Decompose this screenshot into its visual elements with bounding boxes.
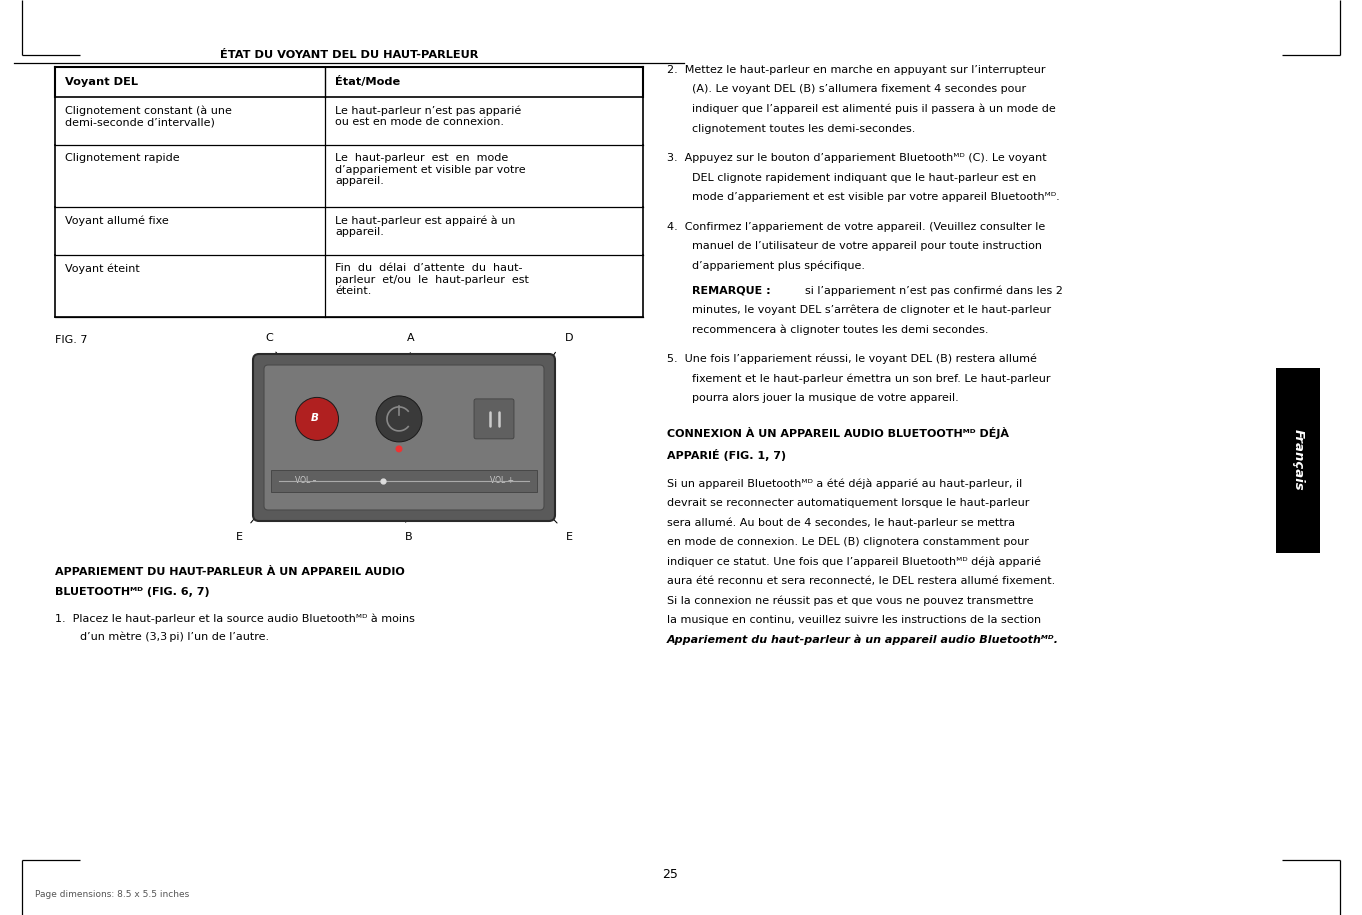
Text: E: E (565, 532, 572, 542)
Text: recommencera à clignoter toutes les demi secondes.: recommencera à clignoter toutes les demi… (692, 324, 989, 335)
Text: 3.  Appuyez sur le bouton d’appariement Bluetoothᴹᴰ (C). Le voyant: 3. Appuyez sur le bouton d’appariement B… (667, 153, 1046, 163)
Circle shape (395, 446, 403, 452)
Text: État/Mode: État/Mode (335, 77, 400, 88)
FancyBboxPatch shape (264, 365, 543, 510)
Text: 25: 25 (662, 868, 678, 881)
Text: 4.  Confirmez l’appariement de votre appareil. (Veuillez consulter le: 4. Confirmez l’appariement de votre appa… (667, 221, 1045, 231)
Text: Voyant éteint: Voyant éteint (65, 263, 140, 274)
Text: fixement et le haut-parleur émettra un son bref. Le haut-parleur: fixement et le haut-parleur émettra un s… (692, 373, 1050, 383)
Text: 5.  Une fois l’appariement réussi, le voyant DEL (B) restera allumé: 5. Une fois l’appariement réussi, le voy… (667, 353, 1036, 364)
Text: Français: Français (1291, 429, 1305, 490)
Text: Clignotement rapide: Clignotement rapide (65, 153, 180, 163)
Text: E: E (236, 532, 242, 542)
Text: Si la connexion ne réussit pas et que vous ne pouvez transmettre: Si la connexion ne réussit pas et que vo… (667, 595, 1034, 606)
Text: D: D (565, 333, 573, 343)
Text: APPARIEMENT DU HAUT-PARLEUR À UN APPAREIL AUDIO: APPARIEMENT DU HAUT-PARLEUR À UN APPAREI… (54, 567, 405, 577)
Text: FIG. 7: FIG. 7 (54, 335, 87, 345)
Text: sera allumé. Au bout de 4 secondes, le haut-parleur se mettra: sera allumé. Au bout de 4 secondes, le h… (667, 517, 1015, 528)
Text: manuel de l’utilisateur de votre appareil pour toute instruction: manuel de l’utilisateur de votre apparei… (692, 241, 1042, 251)
Circle shape (376, 396, 422, 442)
Text: DEL clignote rapidement indiquant que le haut-parleur est en: DEL clignote rapidement indiquant que le… (692, 173, 1036, 182)
Text: APPARIÉ (FIG. 1, 7): APPARIÉ (FIG. 1, 7) (667, 448, 786, 460)
Text: (A). Le voyant DEL (B) s’allumera fixement 4 secondes pour: (A). Le voyant DEL (B) s’allumera fixeme… (692, 84, 1026, 94)
Text: devrait se reconnecter automatiquement lorsque le haut-parleur: devrait se reconnecter automatiquement l… (667, 498, 1030, 508)
Bar (1276, 368, 1320, 553)
Text: CONNEXION À UN APPAREIL AUDIO BLUETOOTHᴹᴰ DÉJÀ: CONNEXION À UN APPAREIL AUDIO BLUETOOTHᴹ… (667, 427, 1009, 439)
Text: pourra alors jouer la musique de votre appareil.: pourra alors jouer la musique de votre a… (692, 393, 959, 403)
FancyBboxPatch shape (474, 399, 513, 439)
Bar (271, 470, 537, 492)
Text: clignotement toutes les demi-secondes.: clignotement toutes les demi-secondes. (692, 124, 915, 134)
Text: Si un appareil Bluetoothᴹᴰ a été déjà apparié au haut-parleur, il: Si un appareil Bluetoothᴹᴰ a été déjà ap… (667, 478, 1023, 489)
Text: Voyant allumé fixe: Voyant allumé fixe (65, 215, 169, 225)
Text: aura été reconnu et sera reconnecté, le DEL restera allumé fixement.: aura été reconnu et sera reconnecté, le … (667, 576, 1056, 586)
Text: Le  haut-parleur  est  en  mode
d’appariement et visible par votre
appareil.: Le haut-parleur est en mode d’appariemen… (335, 153, 526, 186)
Text: VOL +: VOL + (490, 477, 513, 485)
Text: 1.  Placez le haut-parleur et la source audio Bluetoothᴹᴰ à moins: 1. Placez le haut-parleur et la source a… (54, 613, 415, 623)
Text: la musique en continu, veuillez suivre les instructions de la section: la musique en continu, veuillez suivre l… (667, 615, 1041, 625)
Text: Le haut-parleur est appairé à un
appareil.: Le haut-parleur est appairé à un apparei… (335, 215, 516, 237)
Text: d’appariement plus spécifique.: d’appariement plus spécifique. (692, 261, 865, 271)
Text: VOL –: VOL – (296, 477, 317, 485)
Text: Fin  du  délai  d’attente  du  haut-
parleur  et/ou  le  haut-parleur  est
étein: Fin du délai d’attente du haut- parleur … (335, 263, 530, 296)
Text: Appariement du haut-parleur à un appareil audio Bluetoothᴹᴰ.: Appariement du haut-parleur à un apparei… (667, 634, 1060, 644)
Text: indiquer ce statut. Une fois que l’appareil Bluetoothᴹᴰ déjà apparié: indiquer ce statut. Une fois que l’appar… (667, 556, 1041, 566)
Text: ÉTAT DU VOYANT DEL DU HAUT-PARLEUR: ÉTAT DU VOYANT DEL DU HAUT-PARLEUR (219, 50, 478, 60)
Text: Voyant DEL: Voyant DEL (65, 77, 138, 87)
Text: mode d’appariement et est visible par votre appareil Bluetoothᴹᴰ.: mode d’appariement et est visible par vo… (692, 192, 1060, 202)
Text: BLUETOOTHᴹᴰ (FIG. 6, 7): BLUETOOTHᴹᴰ (FIG. 6, 7) (54, 587, 210, 597)
Text: Le haut-parleur n’est pas apparié
ou est en mode de connexion.: Le haut-parleur n’est pas apparié ou est… (335, 105, 522, 127)
Text: A: A (407, 333, 415, 343)
Text: minutes, le voyant DEL s’arrêtera de clignoter et le haut-parleur: minutes, le voyant DEL s’arrêtera de cli… (692, 305, 1051, 315)
FancyBboxPatch shape (253, 354, 554, 521)
Text: si l’appariement n’est pas confirmé dans les 2: si l’appariement n’est pas confirmé dans… (805, 285, 1062, 296)
Text: B: B (311, 414, 319, 424)
Circle shape (296, 397, 339, 440)
Text: C: C (266, 333, 272, 343)
Text: B: B (405, 532, 413, 542)
Text: d’un mètre (3,3 pi) l’un de l’autre.: d’un mètre (3,3 pi) l’un de l’autre. (80, 632, 270, 642)
Text: Clignotement constant (à une
demi-seconde d’intervalle): Clignotement constant (à une demi-second… (65, 105, 232, 127)
Text: en mode de connexion. Le DEL (B) clignotera constamment pour: en mode de connexion. Le DEL (B) clignot… (667, 536, 1028, 546)
Text: indiquer que l’appareil est alimenté puis il passera à un mode de: indiquer que l’appareil est alimenté pui… (692, 104, 1056, 114)
Text: 2.  Mettez le haut-parleur en marche en appuyant sur l’interrupteur: 2. Mettez le haut-parleur en marche en a… (667, 65, 1046, 75)
Text: REMARQUE :: REMARQUE : (692, 285, 771, 295)
Text: Page dimensions: 8.5 x 5.5 inches: Page dimensions: 8.5 x 5.5 inches (35, 890, 189, 899)
